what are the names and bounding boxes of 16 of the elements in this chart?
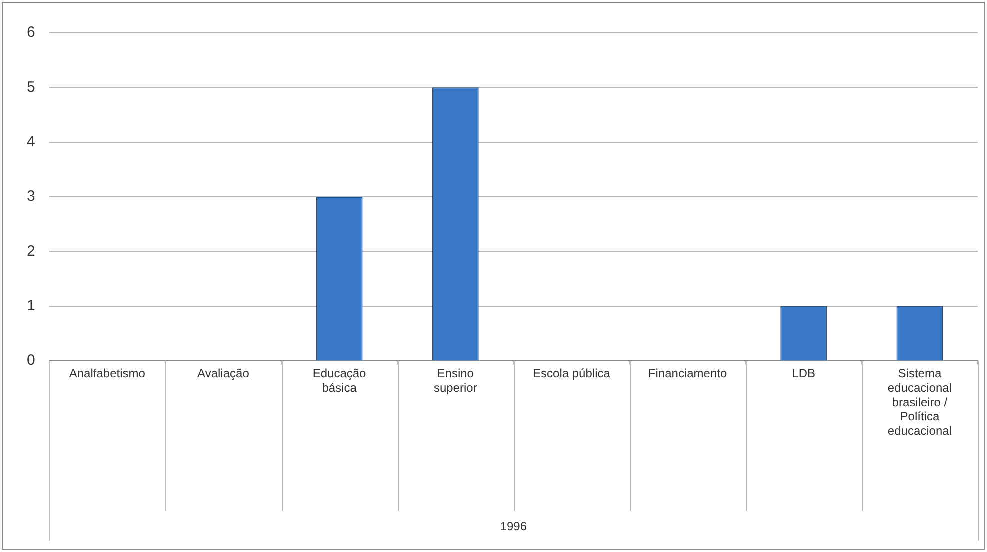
x-tick-label: Avaliação (198, 366, 250, 381)
y-tick-label: 2 (27, 242, 36, 260)
x-tick-label: LDB (792, 366, 816, 381)
x-tick-label: Educação básica (312, 366, 367, 395)
x-tick-label: Financiamento (648, 366, 728, 381)
text: 1996 (500, 519, 528, 534)
y-tick-label: 4 (27, 133, 36, 150)
y-tick-label: 1 (27, 297, 36, 314)
y-tick-label: 0 (27, 352, 36, 370)
x-tick-label: Sistema educacional brasileiro / Política educacional (888, 366, 952, 438)
x-tick-label: Ensino superior (434, 366, 478, 395)
y-tick-label: 6 (27, 24, 36, 42)
x-tick-label: Escola pública (533, 366, 611, 381)
y-tick-label: 5 (27, 78, 36, 96)
x-tick-label: Analfabetismo (69, 366, 146, 381)
y-tick-label: 3 (27, 188, 36, 206)
